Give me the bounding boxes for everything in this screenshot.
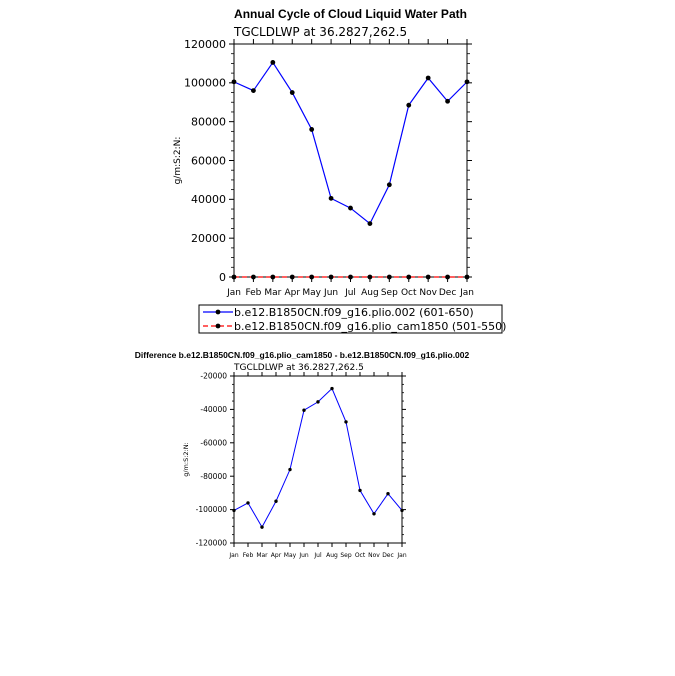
data-point: [302, 408, 306, 412]
x-tick-label: Oct: [355, 552, 366, 559]
data-point: [386, 182, 392, 188]
y-tick-label: -120000: [196, 539, 228, 548]
data-point: [328, 274, 334, 280]
series-line-1: [233, 387, 403, 529]
y-tick-label: -80000: [200, 472, 227, 481]
series-line-1: [233, 61, 468, 225]
chart-subtitle: TGCLDLWP at 36.2827,262.5: [233, 25, 407, 39]
data-point: [328, 195, 334, 201]
x-tick-label: May: [302, 288, 321, 298]
y-tick-label: 20000: [191, 232, 226, 245]
x-tick-label: Feb: [245, 288, 261, 298]
x-tick-label: Jan: [459, 288, 474, 298]
data-point: [289, 90, 295, 95]
data-point: [425, 75, 431, 81]
x-tick-label: Jul: [344, 288, 356, 298]
plot-frame: [233, 43, 468, 278]
y-tick-label: 40000: [191, 193, 226, 206]
chart-panel-1: Annual Cycle of Cloud Liquid Water Path T…: [173, 7, 506, 334]
x-tick-label: Aug: [326, 552, 338, 559]
x-tick-label: Sep: [340, 552, 352, 559]
x-tick-label: Jul: [313, 552, 322, 559]
data-point: [464, 79, 470, 85]
data-point: [330, 386, 334, 391]
x-tick-label: Mar: [256, 552, 268, 559]
legend-marker-2: [215, 323, 221, 329]
data-point: [400, 508, 404, 513]
x-tick-label: Sep: [381, 288, 398, 298]
chart-panel-2: Difference b.e12.B1850CN.f09_g16.plio_ca…: [135, 350, 470, 559]
data-point: [270, 60, 276, 65]
y-axis-label: g/m:S:2:N:: [173, 137, 183, 185]
legend-label-1: b.e12.B1850CN.f09_g16.plio.002 (601-650): [234, 306, 474, 319]
x-tick-label: Nov: [368, 552, 380, 559]
legend-label-2: b.e12.B1850CN.f09_g16.plio_cam1850 (501-…: [234, 320, 506, 333]
y-tick-label: 80000: [191, 116, 226, 129]
data-point: [358, 488, 362, 493]
x-tick-label: Oct: [401, 288, 417, 298]
x-tick-label: Dec: [439, 288, 456, 298]
x-tick-label: Dec: [382, 552, 394, 559]
data-point: [309, 274, 315, 280]
data-point: [274, 499, 278, 503]
x-tick-label: Jan: [396, 552, 406, 559]
x-tick-label: Jan: [226, 288, 241, 298]
chart-subtitle: TGCLDLWP at 36.2827,262.5: [233, 363, 364, 373]
data-point: [367, 221, 373, 227]
data-point: [386, 492, 390, 496]
data-point: [270, 274, 276, 280]
x-tick-label: Aug: [361, 288, 379, 298]
data-point: [464, 274, 470, 280]
x-tick-label: Feb: [243, 552, 254, 559]
data-point: [406, 102, 412, 108]
data-point: [260, 525, 264, 529]
data-point: [309, 127, 315, 132]
x-tick-label: Apr: [284, 288, 300, 298]
data-point: [344, 420, 348, 424]
data-point: [246, 501, 250, 505]
x-tick-label: Apr: [271, 552, 282, 559]
legend-marker-1: [215, 309, 221, 315]
data-point: [445, 274, 450, 280]
data-point: [348, 205, 353, 211]
data-point: [316, 400, 320, 404]
data-point: [289, 274, 295, 280]
data-point: [367, 274, 373, 280]
x-tick-label: Jun: [298, 552, 309, 559]
chart-title: Annual Cycle of Cloud Liquid Water Path: [234, 7, 467, 21]
chart-title: Difference b.e12.B1850CN.f09_g16.plio_ca…: [135, 350, 470, 360]
data-point: [386, 274, 392, 280]
y-tick-label: -60000: [200, 438, 227, 447]
x-tick-label: Jun: [323, 288, 338, 298]
y-tick-label: 60000: [191, 154, 226, 167]
data-point: [231, 79, 237, 85]
y-tick-label: 100000: [184, 77, 226, 90]
data-point: [425, 274, 431, 280]
data-point: [231, 274, 237, 280]
y-tick-label: 120000: [184, 38, 226, 51]
legend-box: [198, 304, 503, 334]
data-point: [251, 88, 256, 93]
y-tick-label: -40000: [200, 405, 227, 414]
x-tick-label: Mar: [264, 288, 281, 298]
y-axis-label: g/m:S:2:N:: [182, 442, 190, 477]
x-tick-label: Nov: [419, 288, 437, 298]
data-point: [372, 512, 376, 516]
data-point: [348, 274, 353, 280]
y-tick-label: -100000: [196, 505, 228, 514]
x-tick-label: May: [284, 552, 297, 559]
y-tick-label: -20000: [200, 372, 227, 381]
x-tick-label: Jan: [228, 552, 238, 559]
data-point: [288, 467, 292, 472]
data-point: [445, 98, 450, 104]
data-point: [406, 274, 412, 280]
data-point: [232, 508, 236, 513]
data-point: [251, 274, 256, 280]
y-tick-label: 0: [219, 271, 226, 284]
